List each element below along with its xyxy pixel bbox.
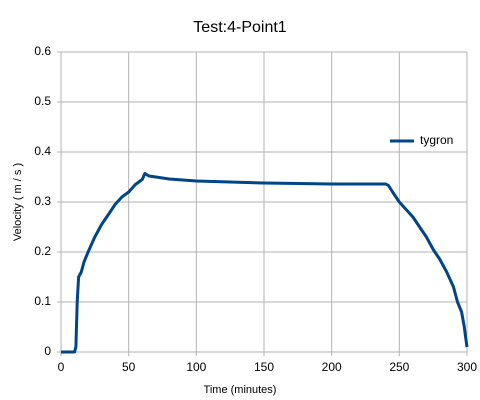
x-tick-label: 200 [322,360,342,374]
y-tick-label: 0.2 [34,244,51,258]
legend-label: tygron [420,133,453,147]
x-axis-label: Time (minutes) [204,384,277,396]
x-tick-label: 0 [58,360,65,374]
y-tick-label: 0.3 [34,194,51,208]
y-tick-label: 0.6 [34,44,51,58]
x-tick-label: 250 [389,360,409,374]
y-tick-label: 0.4 [34,144,51,158]
x-tick-label: 100 [186,360,206,374]
y-tick-label: 0 [44,344,51,358]
x-tick-label: 150 [254,360,274,374]
y-tick-label: 0.1 [34,294,51,308]
chart-title: Test:4-Point1 [193,19,286,36]
series-line [61,172,469,354]
x-tick-label: 50 [122,360,136,374]
x-tick-label: 300 [457,360,477,374]
y-axis-label: Velocity ( m / s ) [12,163,24,241]
y-tick-label: 0.5 [34,94,51,108]
